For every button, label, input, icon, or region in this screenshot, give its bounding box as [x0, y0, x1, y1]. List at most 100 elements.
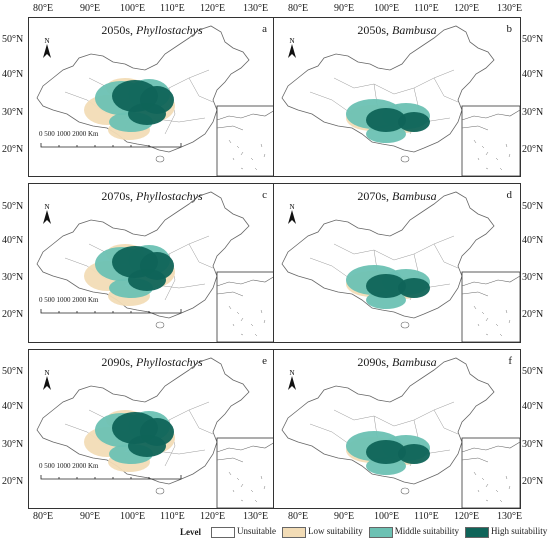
- legend-swatch: [211, 526, 235, 538]
- panel-letter: f: [508, 355, 512, 367]
- hainan-island: [155, 155, 165, 163]
- north-label: N: [44, 369, 49, 377]
- north-label: N: [289, 37, 294, 45]
- south-china-sea-inset: [461, 105, 520, 176]
- panel-letter: a: [262, 23, 267, 35]
- panel-title: 2050s, Bambusa: [357, 23, 437, 37]
- map-panel-e: 2090s, Phyllostachys e N 0 500 1000 2000 …: [28, 349, 276, 509]
- north-label: N: [289, 203, 294, 211]
- lat-label: 50°N: [2, 34, 24, 45]
- south-china-sea-inset: [216, 271, 275, 342]
- lat-label: 20°N: [2, 144, 24, 155]
- lat-label: 50°N: [522, 34, 544, 45]
- map-legend: Level Unsuitable Low suitability Middle …: [180, 525, 547, 539]
- north-label: N: [44, 37, 49, 45]
- lat-label: 20°N: [522, 476, 544, 487]
- south-china-sea-inset: [216, 105, 275, 176]
- panel-title: 2090s, Phyllostachys: [101, 355, 203, 369]
- scale-bar: 0 500 1000 2000 Km: [39, 462, 189, 484]
- panel-letter: e: [262, 355, 267, 367]
- lat-label: 30°N: [2, 439, 24, 450]
- high-suitability-area: [128, 435, 166, 457]
- panel-letter: d: [506, 189, 513, 201]
- north-arrow-icon: N: [284, 202, 300, 226]
- lat-label: 50°N: [2, 201, 24, 212]
- bottom-axis-label: 110°E: [414, 511, 439, 522]
- lat-label: 40°N: [2, 235, 24, 246]
- lat-label: 50°N: [522, 366, 544, 377]
- top-axis-label: 80°E: [33, 3, 54, 14]
- map-svg: [281, 191, 520, 342]
- lat-label: 50°N: [2, 366, 24, 377]
- hainan-island: [155, 487, 165, 495]
- legend-swatch: [282, 526, 306, 538]
- lat-label: 40°N: [2, 69, 24, 80]
- lat-label: 40°N: [522, 235, 544, 246]
- map-svg: [36, 25, 275, 176]
- bottom-axis-label: 130°E: [243, 511, 269, 522]
- map-svg: [281, 25, 520, 176]
- top-axis-label: 100°E: [374, 3, 400, 14]
- legend-item-unsuitable: Unsuitable: [211, 526, 276, 538]
- high-suitability-area: [398, 444, 430, 464]
- scale-bar-label: 0 500 1000 2000 Km: [39, 130, 99, 138]
- panel-title: 2070s, Bambusa: [357, 189, 437, 203]
- scale-bar-label: 0 500 1000 2000 Km: [39, 462, 99, 470]
- bottom-axis-label: 100°E: [374, 511, 400, 522]
- bottom-axis-label: 90°E: [80, 511, 101, 522]
- north-label: N: [289, 369, 294, 377]
- north-arrow-icon: N: [284, 368, 300, 392]
- high-suitability-area: [366, 440, 406, 464]
- south-china-sea-inset: [461, 437, 520, 508]
- top-axis-label: 130°E: [497, 3, 523, 14]
- south-china-sea-inset: [461, 271, 520, 342]
- bottom-axis-label: 120°E: [200, 511, 226, 522]
- bottom-axis-label: 110°E: [160, 511, 185, 522]
- bottom-axis-label: 80°E: [288, 511, 309, 522]
- legend-swatch: [368, 526, 393, 538]
- lat-label: 30°N: [522, 272, 544, 283]
- panel-title: 2050s, Phyllostachys: [101, 23, 203, 37]
- legend-item-low: Low suitability: [282, 526, 363, 538]
- north-arrow-icon: N: [39, 368, 55, 392]
- high-suitability-area: [398, 112, 430, 132]
- high-suitability-area: [366, 274, 406, 298]
- legend-swatch: [465, 526, 489, 538]
- south-china-sea-inset: [216, 437, 275, 508]
- top-axis-label: 100°E: [120, 3, 146, 14]
- hainan-island: [400, 155, 410, 163]
- lat-label: 30°N: [522, 107, 544, 118]
- high-suitability-area: [398, 278, 430, 298]
- lat-label: 20°N: [2, 309, 24, 320]
- high-suitability-area: [128, 269, 166, 291]
- map-panel-c: 2070s, Phyllostachys c N 0 500 1000 2000 …: [28, 183, 276, 343]
- bottom-axis-label: 90°E: [334, 511, 355, 522]
- lat-label: 30°N: [2, 272, 24, 283]
- lat-label: 30°N: [522, 439, 544, 450]
- lat-label: 50°N: [522, 201, 544, 212]
- hainan-island: [400, 487, 410, 495]
- map-svg: [36, 357, 275, 508]
- lat-label: 40°N: [2, 401, 24, 412]
- panel-letter: b: [506, 23, 513, 35]
- china-outline: [281, 25, 495, 153]
- map-panel-b: 2050s, Bambusa b N: [273, 17, 521, 177]
- scale-bar: 0 500 1000 2000 Km: [39, 130, 189, 152]
- bottom-axis-label: 120°E: [454, 511, 480, 522]
- map-panel-a: 2050s, Phyllostachys a N 0 500 1000 2000 …: [28, 17, 276, 177]
- map-svg: [36, 191, 275, 342]
- top-axis-label: 90°E: [334, 3, 355, 14]
- top-axis-label: 80°E: [288, 3, 309, 14]
- china-outline: [281, 357, 495, 485]
- scale-bar-label: 0 500 1000 2000 Km: [39, 296, 99, 304]
- legend-title: Level: [180, 527, 201, 537]
- panel-title: 2070s, Phyllostachys: [101, 189, 203, 203]
- map-svg: [281, 357, 520, 508]
- top-axis-label: 110°E: [414, 3, 439, 14]
- lat-label: 40°N: [522, 401, 544, 412]
- bottom-axis-label: 80°E: [33, 511, 54, 522]
- north-arrow-icon: N: [39, 36, 55, 60]
- top-axis-label: 90°E: [80, 3, 101, 14]
- hainan-island: [155, 321, 165, 329]
- top-axis-label: 110°E: [160, 3, 185, 14]
